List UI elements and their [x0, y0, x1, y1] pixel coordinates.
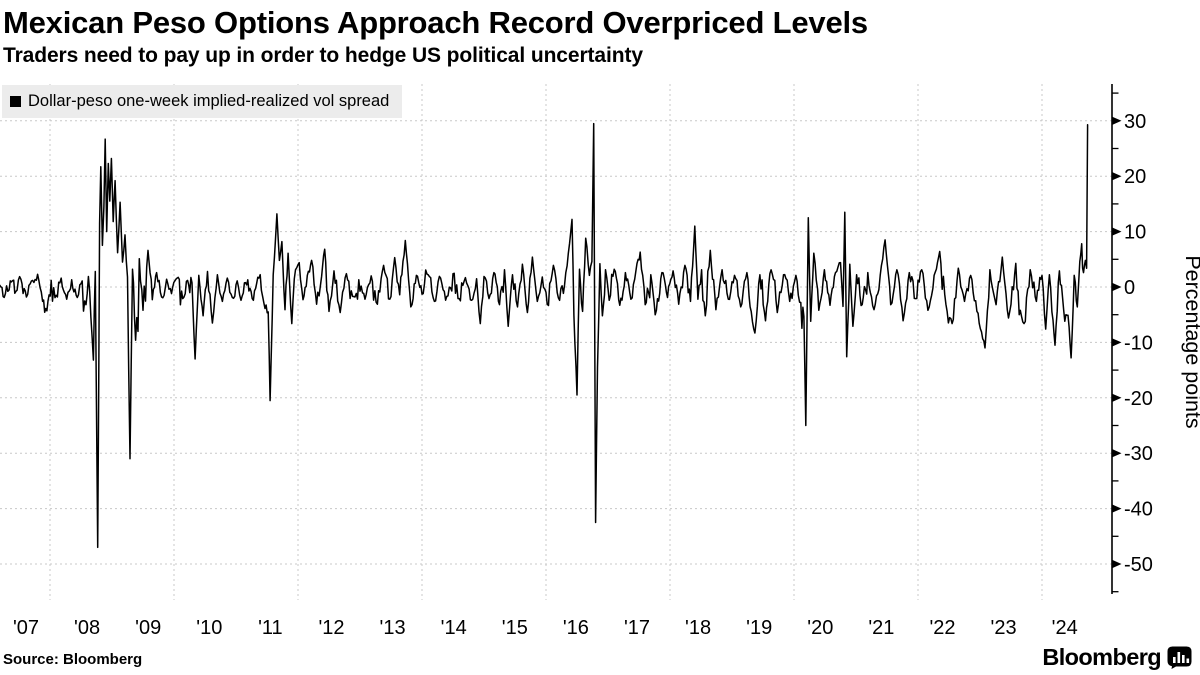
y-tick-label: -30 — [1124, 443, 1153, 465]
source-label: Source: Bloomberg — [3, 651, 143, 668]
x-tick-label: '08 — [74, 617, 100, 639]
y-major-tick-arrow-icon — [1112, 116, 1122, 125]
y-major-tick-arrow-icon — [1112, 559, 1122, 569]
x-tick-label: '20 — [807, 617, 833, 639]
y-major-tick-arrow-icon — [1112, 338, 1122, 347]
y-tick-label: -40 — [1124, 499, 1153, 521]
brand-logo: Bloomberg — [1042, 644, 1192, 671]
y-major-tick-arrow-icon — [1112, 227, 1122, 236]
x-tick-label: '09 — [135, 617, 161, 639]
y-tick-label: 10 — [1124, 222, 1146, 244]
y-tick-label: -50 — [1124, 554, 1153, 576]
bloomberg-bubble-icon — [1167, 646, 1192, 669]
x-tick-label: '14 — [441, 617, 467, 639]
legend-marker-icon — [10, 96, 21, 107]
x-tick-label: '23 — [991, 617, 1017, 639]
y-tick-label: 0 — [1124, 277, 1135, 299]
x-tick-label: '15 — [502, 617, 528, 639]
brand-text: Bloomberg — [1042, 644, 1161, 670]
x-tick-label: '24 — [1052, 617, 1078, 639]
x-tick-label: '16 — [563, 617, 589, 639]
vol-spread-line — [0, 122, 1089, 549]
page-title: Mexican Peso Options Approach Record Ove… — [3, 5, 868, 40]
legend-label: Dollar-peso one-week implied-realized vo… — [28, 92, 390, 110]
y-tick-label: 30 — [1124, 111, 1146, 133]
y-tick-label: -20 — [1124, 388, 1153, 410]
y-tick-label: 20 — [1124, 166, 1146, 188]
y-major-tick-arrow-icon — [1112, 282, 1122, 292]
x-tick-label: '18 — [685, 617, 711, 639]
x-tick-label: '21 — [868, 617, 894, 639]
x-tick-label: '11 — [258, 617, 283, 639]
x-tick-label: '19 — [746, 617, 772, 639]
x-tick-label: '13 — [380, 617, 406, 639]
x-tick-label: '07 — [13, 617, 39, 639]
legend: Dollar-peso one-week implied-realized vo… — [2, 85, 403, 118]
page-subtitle: Traders need to pay up in order to hedge… — [3, 44, 643, 67]
y-axis-title: Percentage points — [1181, 255, 1200, 428]
x-tick-label: '10 — [196, 617, 222, 639]
y-major-tick-arrow-icon — [1112, 172, 1122, 181]
x-tick-label: '17 — [624, 617, 650, 639]
x-tick-label: '12 — [318, 617, 344, 639]
y-major-tick-arrow-icon — [1112, 504, 1122, 513]
x-tick-label: '22 — [929, 617, 955, 639]
y-major-tick-arrow-icon — [1112, 449, 1122, 458]
y-major-tick-arrow-icon — [1112, 393, 1122, 402]
y-tick-label: -10 — [1124, 332, 1153, 354]
